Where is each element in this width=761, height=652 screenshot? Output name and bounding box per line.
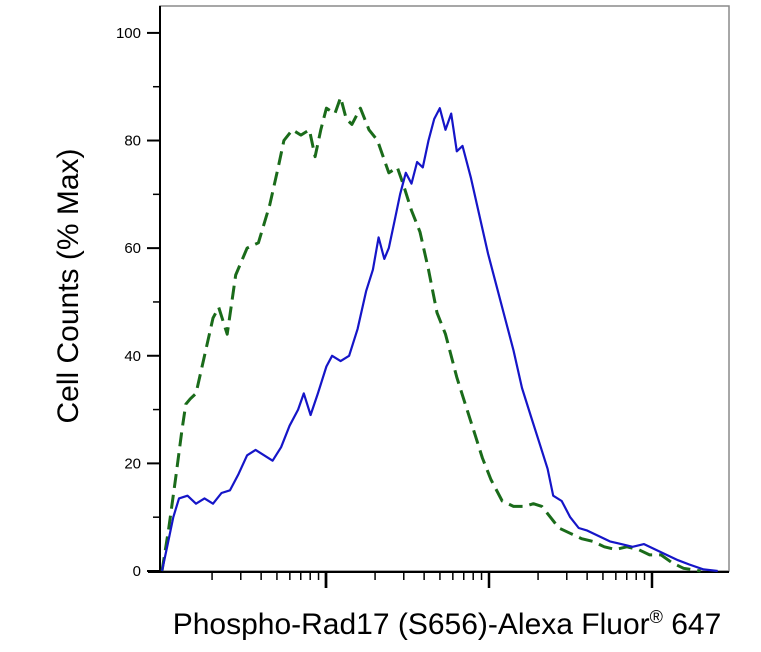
y-tick-label: 0	[133, 563, 141, 580]
series-line-dashed	[160, 96, 701, 573]
x-axis-title: Phospho-Rad17 (S656)-Alexa Fluor® 647	[173, 607, 722, 641]
y-tick-label: 80	[124, 133, 141, 150]
x-axis	[148, 571, 729, 588]
y-tick-label: 40	[124, 348, 141, 365]
x-axis-title-suffix: 647	[663, 608, 721, 641]
y-tick-label: 20	[124, 455, 141, 472]
y-axis: 0 20 40 60 80 100	[116, 6, 161, 580]
x-axis-title-superscript: ®	[650, 607, 663, 627]
y-axis-title: Cell Counts (% Max)	[52, 148, 85, 423]
y-tick-label: 60	[124, 240, 141, 257]
y-tick-label: 100	[116, 25, 141, 42]
plot-frame	[159, 5, 730, 572]
x-axis-title-main: Phospho-Rad17 (S656)-Alexa Fluor	[173, 608, 650, 641]
series-line-solid	[160, 107, 718, 573]
series-layer	[160, 96, 718, 573]
